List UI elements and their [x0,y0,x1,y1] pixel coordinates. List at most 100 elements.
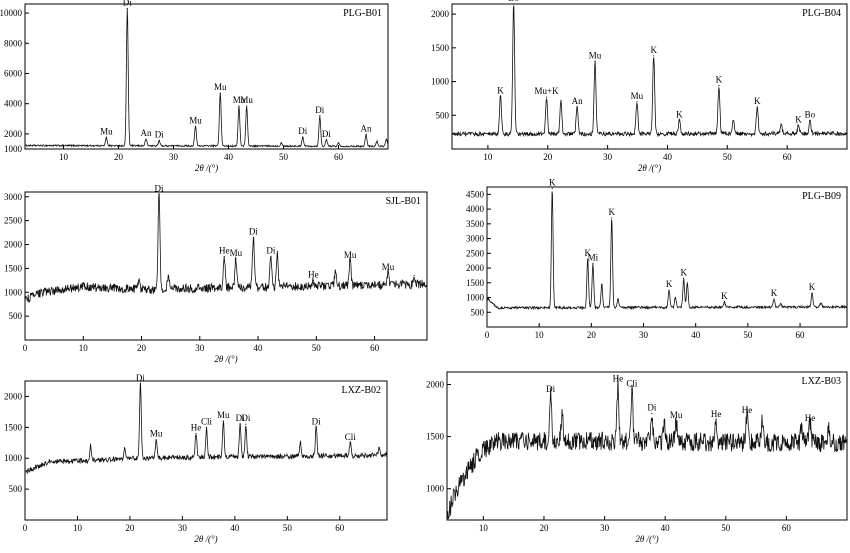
peak-point [315,426,317,428]
y-tick-label: 2500 [4,216,23,226]
peak-point [349,260,351,262]
peak-point [239,423,241,425]
y-tick-label: 1000 [4,453,23,463]
peak-point [167,274,169,277]
y-tick-label: 500 [471,307,485,317]
peak-point [715,419,717,421]
y-tick-label: 2000 [426,380,445,390]
peak-label: Bo [508,0,519,3]
peak-point [312,279,314,281]
peak-label: Di [322,129,331,139]
y-tick-label: 3000 [4,192,23,202]
y-tick-label: 500 [436,110,450,120]
peak-point [325,139,327,141]
x-tick-label: 10 [483,152,493,162]
peak-label: K [608,207,615,217]
peak-point [365,134,367,136]
peak-point [809,423,811,425]
peak-point [732,120,734,122]
peak-label: He [191,423,202,433]
peak-point [576,106,578,108]
x-tick-label: 30 [639,330,649,340]
peak-point [560,99,562,102]
x-tick-label: 50 [721,523,731,533]
x-tick-label: 20 [114,152,124,162]
peak-point [617,383,619,386]
x-tick-label: 60 [783,152,793,162]
x-tick-label: 40 [230,523,240,533]
y-tick-label: 1000 [4,144,23,154]
peak-point [809,120,811,122]
y-tick-label: 3500 [466,219,485,229]
peak-point [780,302,782,305]
x-tick-label: 10 [479,523,489,533]
peak-label: K [795,114,802,124]
peak-point [387,272,389,274]
panel-title: LXZ-B02 [342,385,381,396]
x-axis-label: 2θ /(°) [214,354,237,364]
x-tick-label: 0 [23,523,28,533]
peak-point [222,420,224,422]
peak-point [631,389,633,391]
x-tick-label: 30 [178,523,188,533]
xrd-trace [24,382,388,475]
peak-label: Di [298,126,307,136]
x-axis-label: 2θ /(°) [638,163,661,173]
y-tick-label: 1000 [466,293,485,303]
peak-label: Di [155,183,164,193]
peak-label: Cli [345,432,357,442]
peak-point [761,420,763,422]
peak-point [592,263,594,265]
y-tick-label: 1500 [4,422,23,432]
x-tick-label: 40 [661,523,671,533]
peak-point [195,432,197,435]
peak-label: K [680,267,687,277]
peak-point [385,138,387,140]
xrd-panel-2: 0 10 20 30 40 50 60 500 1000 1500 2000 2500 3000 Di He… [4,183,428,364]
peak-point [780,124,782,126]
peak-point [270,255,272,258]
peak-point [756,106,758,108]
xrd-trace [24,8,389,149]
peak-label: K [666,279,673,289]
panel-title: LXZ-B03 [802,376,841,387]
peak-label: He [711,409,722,419]
peak-point [334,270,337,272]
peak-point [773,298,775,300]
plot-frame [24,380,388,521]
peak-point [252,236,254,238]
peak-point [276,253,278,255]
peak-point [89,445,92,447]
peak-label: An [361,124,372,134]
peak-point [718,85,720,87]
peak-label: K [721,291,728,301]
peak-point [797,124,800,126]
x-tick-label: 40 [254,343,264,353]
xrd-trace [24,192,428,303]
x-tick-label: 60 [796,330,806,340]
y-tick-label: 2000 [431,9,450,19]
peak-point [378,446,380,448]
x-tick-label: 20 [125,523,135,533]
x-tick-label: 50 [283,523,293,533]
peak-point [245,423,247,425]
x-tick-label: 60 [334,152,344,162]
peak-label: Di [647,403,656,413]
y-tick-label: 2000 [466,263,485,273]
panel-title: SJL-B01 [385,196,421,207]
y-tick-label: 6000 [4,68,23,78]
peak-label: K [754,96,761,106]
peak-point [811,292,813,294]
x-tick-label: 60 [782,523,792,533]
peak-label: Di [315,105,324,115]
peak-label: He [308,269,319,279]
y-tick-label: 4000 [466,204,485,214]
peak-point [746,415,748,417]
peak-point [138,279,140,281]
x-axis-label: 2θ /(°) [194,534,217,544]
peak-point [337,142,340,144]
peak-point [663,420,665,422]
x-tick-label: 40 [224,152,234,162]
x-tick-label: 40 [663,152,673,162]
